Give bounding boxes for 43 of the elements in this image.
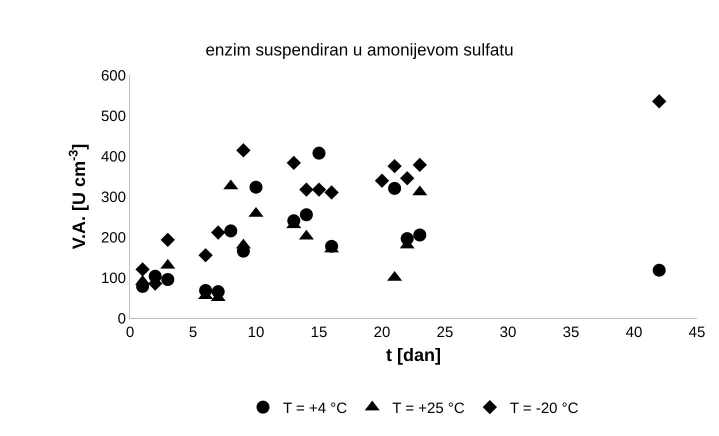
x-tick-label: 20 <box>374 324 390 341</box>
point <box>236 143 251 158</box>
point <box>652 94 666 108</box>
point <box>198 248 213 262</box>
point <box>412 158 427 172</box>
y-tick-label: 0 <box>118 310 126 328</box>
point <box>135 262 150 277</box>
point <box>400 171 414 186</box>
point <box>388 182 402 195</box>
point <box>250 180 262 194</box>
point <box>324 185 339 200</box>
y-tick-label: 500 <box>100 108 126 125</box>
point <box>286 156 301 170</box>
point <box>374 174 390 188</box>
point <box>652 264 666 277</box>
point <box>160 232 175 247</box>
legend-label: T = +4 °C <box>283 400 348 417</box>
y-tick-label: 600 <box>100 67 126 84</box>
x-tick-label: 30 <box>500 324 516 341</box>
y-tick-label: 200 <box>100 229 126 246</box>
x-tick-label: 45 <box>688 324 706 341</box>
x-tick-label: 40 <box>626 324 642 341</box>
point <box>211 225 226 240</box>
point <box>413 228 426 242</box>
point <box>300 208 313 222</box>
x-tick-label: 5 <box>188 324 198 341</box>
point <box>224 224 238 238</box>
point <box>161 273 174 286</box>
legend-label: T = -20 °C <box>510 400 579 417</box>
y-tick-label: 400 <box>100 148 126 166</box>
x-tick-label: 10 <box>248 324 264 341</box>
y-tick-label: 100 <box>100 270 126 287</box>
point <box>299 182 314 197</box>
x-tick-label: 25 <box>436 324 454 341</box>
y-tick-label: 300 <box>100 188 126 206</box>
x-tick-label: 35 <box>562 324 580 341</box>
legend-label: T = +25 °C <box>392 400 465 417</box>
chart-title: enzim suspendiran u amonijevom sulfatu <box>205 40 514 60</box>
point <box>312 146 326 160</box>
point <box>312 182 326 197</box>
x-tick-label: 15 <box>310 324 328 341</box>
x-axis-title: t [dan] <box>386 345 441 366</box>
point <box>387 158 402 174</box>
